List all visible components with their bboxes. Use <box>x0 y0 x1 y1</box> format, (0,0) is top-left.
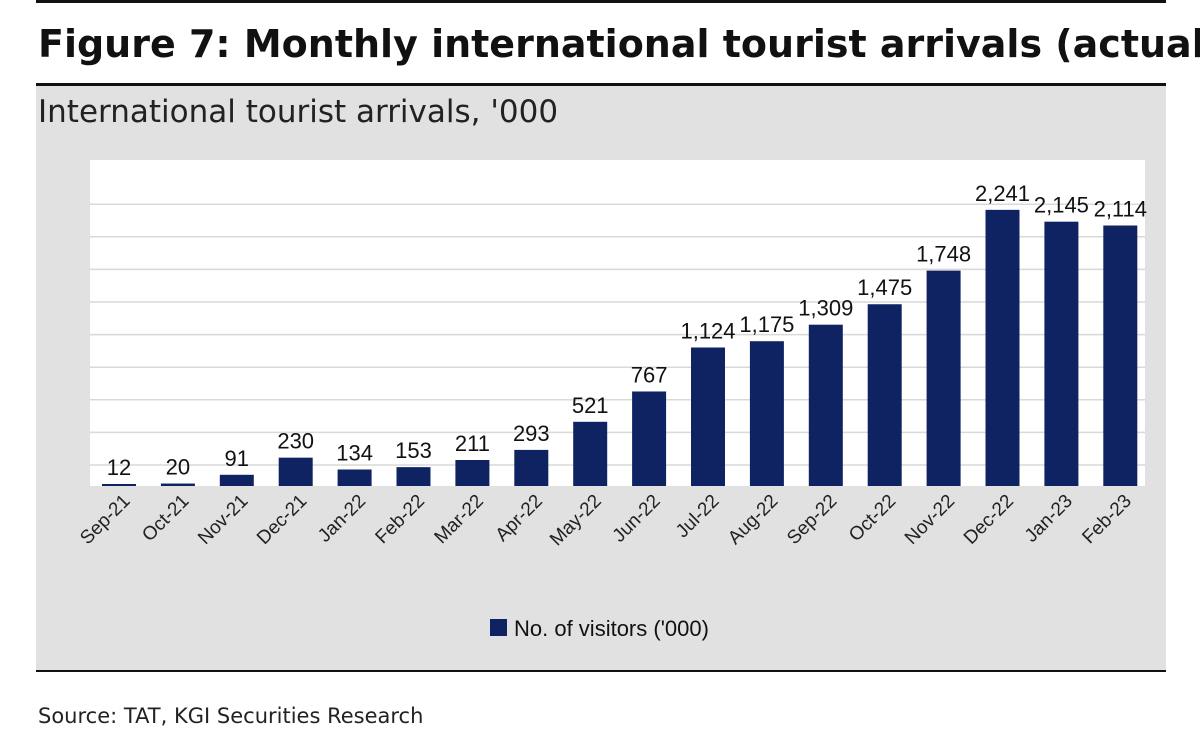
bars <box>102 209 1138 486</box>
bar-sep-21 <box>102 484 136 486</box>
source-note: Source: TAT, KGI Securities Research <box>38 704 424 728</box>
tick-label-jan-23: Jan-23 <box>1021 491 1077 547</box>
data-label-mar-22: 211 <box>455 431 490 456</box>
bar-jan-22 <box>337 469 372 486</box>
tick-label-may-22: May-22 <box>546 491 606 551</box>
tick-label-dec-21: Dec-21 <box>253 491 311 549</box>
legend-swatch <box>490 619 507 636</box>
bar-feb-23 <box>1103 225 1138 486</box>
tick-label-aug-22: Aug-22 <box>724 491 782 549</box>
tick-label-apr-22: Apr-22 <box>492 491 547 546</box>
tick-label-oct-21: Oct-21 <box>138 491 193 546</box>
data-label-feb-23: 2,114 <box>1094 196 1147 221</box>
bottom-rule <box>36 670 1166 672</box>
data-label-jun-22: 767 <box>631 362 668 387</box>
data-label-aug-22: 1,175 <box>739 312 794 337</box>
bar-may-22 <box>573 421 608 486</box>
bar-oct-21 <box>160 483 195 486</box>
gridlines <box>90 203 1145 466</box>
bar-feb-22 <box>396 467 431 486</box>
x-tick-labels: Sep-21 Oct-21 Nov-21 Dec-21 Jan-22 Feb-22 Mar-… <box>76 491 1135 551</box>
bar-oct-22 <box>867 304 902 486</box>
tick-label-mar-22: Mar-22 <box>431 491 488 548</box>
top-rule <box>36 0 1166 3</box>
data-label-oct-21: 20 <box>166 455 190 480</box>
figure-title: Figure 7: Monthly international tourist … <box>38 22 1200 66</box>
bar-jul-22 <box>691 347 725 486</box>
tick-label-nov-21: Nov-21 <box>194 491 252 549</box>
data-label-sep-22: 1,309 <box>798 296 853 321</box>
bar-dec-22 <box>985 209 1020 486</box>
tick-label-jan-22: Jan-22 <box>314 491 370 547</box>
data-label-apr-22: 293 <box>513 421 550 446</box>
bar-jun-22 <box>632 391 667 486</box>
bar-apr-22 <box>514 449 549 486</box>
data-labels: 12 20 91 230 134 153 211 293 521 767 1,124 1,1751,3… <box>107 181 1147 480</box>
bar-nov-22 <box>926 270 961 486</box>
data-label-jan-23: 2,145 <box>1034 193 1089 218</box>
data-label-may-22: 521 <box>572 393 609 418</box>
legend: No. of visitors ('000) <box>490 616 709 641</box>
data-label-sep-21: 12 <box>107 455 131 480</box>
data-label-nov-22: 1,748 <box>916 242 971 267</box>
tick-label-dec-22: Dec-22 <box>960 491 1018 549</box>
data-label-dec-21: 230 <box>277 429 314 454</box>
data-label-feb-22: 153 <box>395 438 432 463</box>
bar-mar-22 <box>455 459 490 486</box>
chart-subtitle: International tourist arrivals, '000 <box>38 94 559 130</box>
data-label-jul-22: 1,124 <box>680 318 735 343</box>
data-label-jan-22: 134 <box>336 440 373 465</box>
tick-label-sep-22: Sep-22 <box>783 491 841 549</box>
bar-dec-21 <box>278 457 313 486</box>
tick-label-jul-22: Jul-22 <box>672 491 723 542</box>
bar-jan-23 <box>1044 221 1079 486</box>
data-label-dec-22: 2,241 <box>975 181 1030 206</box>
title-rule <box>36 83 1166 86</box>
tick-label-jun-22: Jun-22 <box>609 491 665 547</box>
data-label-nov-21: 91 <box>225 446 249 471</box>
tick-label-feb-22: Feb-22 <box>372 491 429 548</box>
data-label-oct-22: 1,475 <box>857 275 912 300</box>
tick-label-oct-22: Oct-22 <box>845 491 900 546</box>
tick-label-nov-22: Nov-22 <box>901 491 959 549</box>
bar-nov-21 <box>219 474 254 486</box>
tick-label-sep-21: Sep-21 <box>76 491 134 549</box>
legend-label: No. of visitors ('000) <box>514 616 709 641</box>
bar-sep-22 <box>808 324 843 486</box>
bar-aug-22 <box>749 341 784 486</box>
tick-label-feb-23: Feb-23 <box>1078 491 1135 548</box>
